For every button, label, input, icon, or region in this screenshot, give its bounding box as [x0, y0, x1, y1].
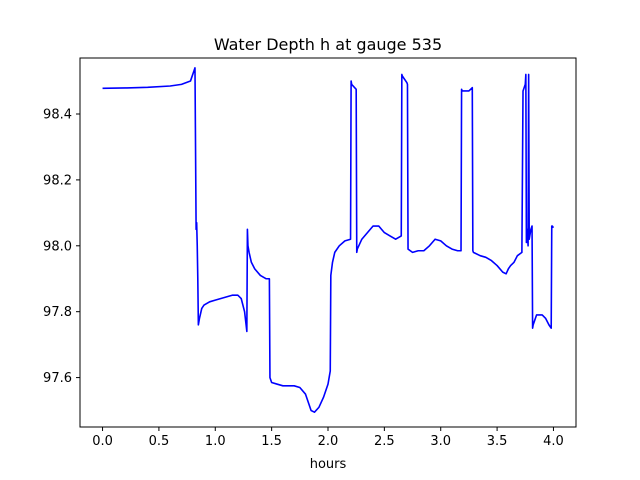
- y-tick-label: 98.0: [43, 239, 72, 254]
- x-tick-label: 2.5: [374, 434, 395, 449]
- y-tick-label: 98.2: [43, 173, 72, 188]
- y-tick-label: 97.8: [43, 305, 72, 320]
- plot-area: [79, 57, 577, 428]
- y-tick-label: 97.6: [43, 371, 72, 386]
- chart-title: Water Depth h at gauge 535: [214, 35, 442, 54]
- x-tick-label: 3.0: [430, 434, 451, 449]
- x-axis-label: hours: [310, 457, 347, 472]
- x-tick-label: 3.5: [487, 434, 508, 449]
- x-tick-label: 1.0: [205, 434, 226, 449]
- x-tick-label: 0.0: [92, 434, 113, 449]
- x-tick-label: 1.5: [261, 434, 282, 449]
- y-tick-label: 98.4: [43, 108, 72, 123]
- x-tick-label: 4.0: [543, 434, 564, 449]
- y-axis: 97.6 97.8 98.0 98.2 98.4: [43, 108, 80, 386]
- x-tick-label: 0.5: [149, 434, 170, 449]
- x-axis: 0.0 0.5 1.0 1.5 2.0 2.5 3.0 3.5 4.0: [92, 427, 564, 449]
- series-line-0: [102, 67, 555, 413]
- x-tick-label: 2.0: [318, 434, 339, 449]
- axes-frame: [79, 57, 577, 428]
